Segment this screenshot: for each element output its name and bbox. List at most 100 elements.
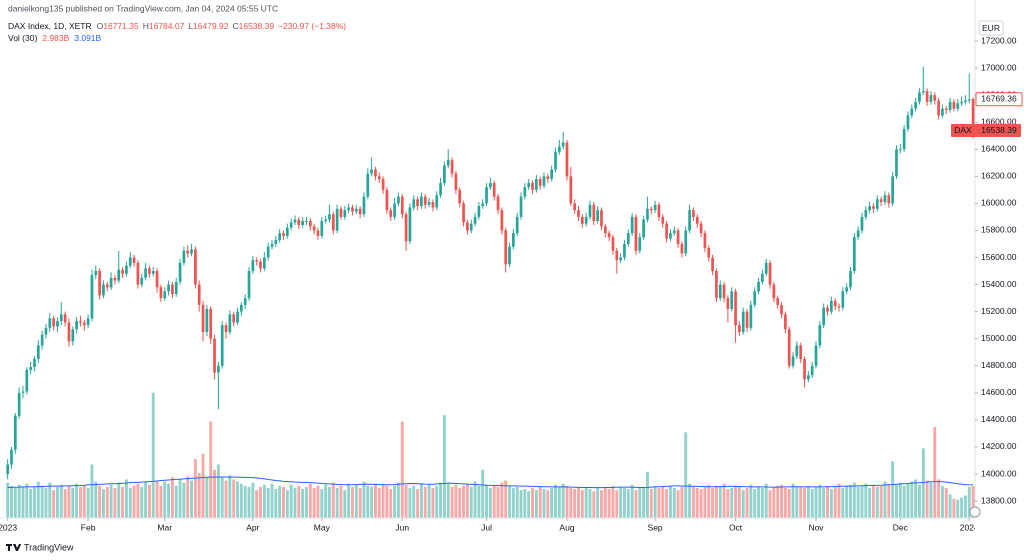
candle-body xyxy=(515,216,519,234)
volume-bar xyxy=(492,485,496,518)
volume-bar xyxy=(485,484,488,518)
volume-bar xyxy=(297,485,301,518)
symbol: DAX Index, 1D, XETR xyxy=(8,21,92,31)
legend-value: 16784.07 xyxy=(149,21,185,31)
candle-body xyxy=(224,325,228,332)
candle-body xyxy=(67,322,71,342)
currency-box[interactable] xyxy=(978,20,1004,36)
candle-body xyxy=(385,189,389,211)
volume-bar xyxy=(684,432,688,518)
volume-bar xyxy=(477,485,481,518)
volume-bar xyxy=(301,489,305,518)
candle-body xyxy=(44,327,48,335)
volume-bar xyxy=(232,479,236,518)
candle-body xyxy=(626,233,630,244)
candle-body xyxy=(29,367,32,370)
candle-body xyxy=(197,284,201,305)
candle-body xyxy=(921,91,925,93)
x-tick-label: Dec xyxy=(893,522,909,532)
y-tick-label: 13800.00 xyxy=(981,495,1017,505)
volume-bar xyxy=(695,488,699,518)
volume-bar xyxy=(121,486,125,518)
candle-body xyxy=(125,265,128,274)
volume-bar xyxy=(170,477,174,518)
candle-body xyxy=(791,356,795,366)
candle-body xyxy=(531,183,534,190)
candle-body xyxy=(113,277,117,281)
candle-body xyxy=(454,173,458,190)
candle-body xyxy=(753,291,757,305)
candle-body xyxy=(63,314,67,323)
candle-body xyxy=(956,103,960,109)
volume-bar xyxy=(124,479,128,518)
candle-body xyxy=(887,195,891,204)
candle-body xyxy=(301,220,305,226)
y-tick-label: 16000.00 xyxy=(981,198,1017,208)
volume-bar xyxy=(328,486,331,518)
x-tick-label: 2023 xyxy=(0,522,17,532)
volume-bar xyxy=(220,477,224,518)
currency[interactable]: EUR xyxy=(982,23,1000,33)
volume-bar xyxy=(458,488,462,518)
candle-body xyxy=(105,284,109,288)
volume-bar xyxy=(6,482,10,518)
volume-bar xyxy=(906,483,910,518)
volume-bar xyxy=(734,485,738,518)
candle-body xyxy=(948,101,952,111)
candle-body xyxy=(121,269,124,274)
candle-body xyxy=(661,216,665,224)
volume-bar xyxy=(48,482,52,518)
candle-body xyxy=(780,304,783,315)
volume-bar xyxy=(895,484,898,518)
volume-bar xyxy=(408,488,412,518)
candle-body xyxy=(519,196,523,217)
volume-bar xyxy=(419,483,423,518)
x-tick-label: Feb xyxy=(81,522,96,532)
axes xyxy=(0,0,978,521)
candle-body xyxy=(21,391,25,393)
candle-body xyxy=(527,183,531,188)
volume-bar xyxy=(508,485,511,518)
volume-bar xyxy=(592,491,596,518)
candle-body xyxy=(94,271,98,276)
volume-bar xyxy=(316,485,320,518)
volume-ma-value: 3.091B xyxy=(74,33,101,43)
volume-bar xyxy=(396,482,400,518)
candle-body xyxy=(496,196,500,211)
volume-bar xyxy=(117,482,121,518)
candle-body xyxy=(837,306,841,308)
volume-bar xyxy=(159,485,163,518)
volume-bar xyxy=(657,488,661,518)
candle-body xyxy=(910,108,914,116)
volume-bar xyxy=(128,488,132,518)
volume-bar xyxy=(33,486,36,518)
candle-body xyxy=(289,222,293,228)
volume-bar xyxy=(216,464,220,518)
candle-body xyxy=(833,300,837,307)
candle-body xyxy=(603,226,607,234)
volume-bar xyxy=(768,490,772,518)
volume-bar xyxy=(236,481,239,518)
candle-body xyxy=(757,281,760,292)
volume-bar xyxy=(144,481,148,518)
candle-body xyxy=(580,216,584,224)
candle-body xyxy=(772,284,776,299)
volume-bar xyxy=(703,486,707,518)
candle-body xyxy=(377,176,381,180)
candle-body xyxy=(864,210,868,217)
candle-body xyxy=(171,284,174,295)
volume-bar xyxy=(182,482,186,518)
candle-body xyxy=(588,204,592,217)
candle-body xyxy=(446,160,450,166)
settings-icon[interactable] xyxy=(969,506,981,518)
volume-bar xyxy=(354,484,358,518)
volume-bar xyxy=(550,488,554,518)
volume-bar xyxy=(213,469,216,518)
volume-bar xyxy=(442,415,446,518)
candle-body xyxy=(715,271,718,299)
candle-body xyxy=(132,257,136,263)
candle-body xyxy=(653,204,657,211)
candle-body xyxy=(829,300,833,312)
candle-body xyxy=(584,216,588,224)
